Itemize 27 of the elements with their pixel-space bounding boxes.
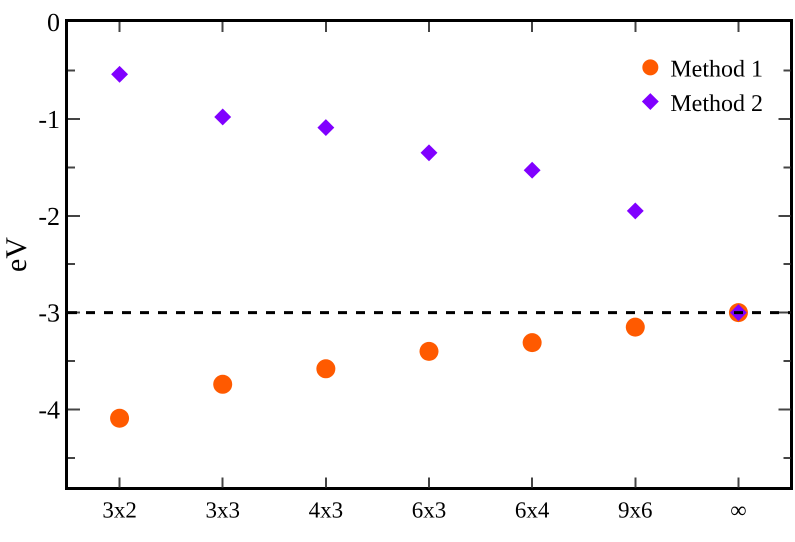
legend-label: Method 1 [670,56,764,83]
x-tick-label: ∞ [730,497,747,522]
x-tick-label: 9x6 [618,497,653,522]
point [420,342,438,361]
x-tick-label: 6x4 [514,497,550,522]
point [111,66,128,83]
point [316,359,336,378]
point [626,318,645,337]
point [522,333,542,352]
x-tick-label: 4x3 [308,497,344,522]
point [110,408,130,428]
point [420,144,438,162]
x-tick-label: 3x3 [205,497,240,522]
y-tick-label: -1 [38,104,60,134]
legend-label: Method 2 [670,90,764,117]
y-axis-title: eV [0,236,33,272]
point [213,374,232,394]
point [524,162,541,179]
x-tick-label: 6x3 [412,497,446,522]
point [317,119,334,136]
point [214,108,232,126]
point [626,202,644,220]
y-tick-label: -4 [38,396,60,425]
y-tick-label: 0 [47,8,60,38]
x-tick-label: 3x2 [102,497,137,522]
y-tick-label: -2 [38,202,60,231]
y-tick-label: -3 [38,298,60,328]
